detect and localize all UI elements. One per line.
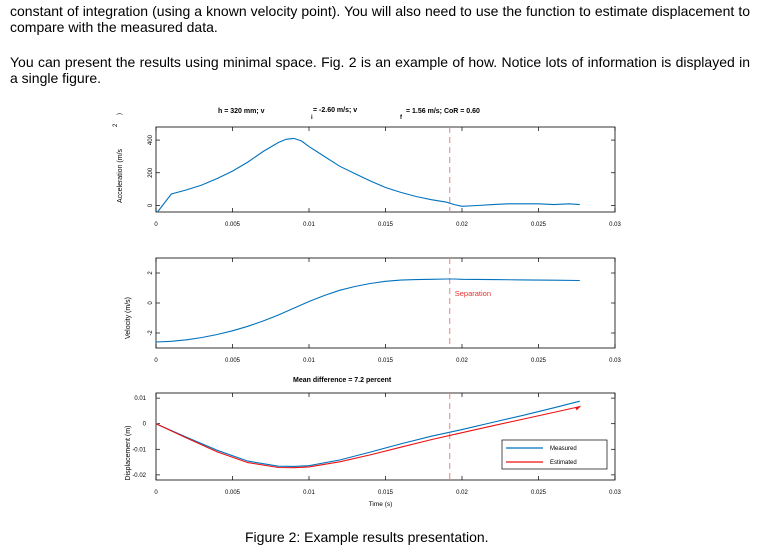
axes-group: 0 0.005 0.01 0.015 0.02 0.025 0.030200400Accel… — [117, 126, 621, 508]
x-tick-label: 0.01 — [303, 222, 315, 228]
x-axis-label: Time (s) — [369, 501, 393, 508]
x-tick-label: 0.01 — [303, 358, 315, 364]
x-tick-label: 0.03 — [609, 490, 621, 496]
x-tick-label: 0.015 — [378, 222, 394, 228]
x-tick-label: 0.025 — [531, 358, 547, 364]
y-tick-label: -2 — [148, 330, 154, 336]
x-tick-label: 0.02 — [456, 490, 468, 496]
x-tick-label: 0.025 — [531, 490, 547, 496]
x-tick-label: 0.02 — [456, 358, 468, 364]
x-tick-label: 0.005 — [225, 358, 241, 364]
x-tick-label: 0.005 — [225, 222, 241, 228]
header-vf: = 1.56 m/s; CoR = 0.60 — [406, 108, 480, 115]
x-tick-label: 0.015 — [378, 358, 394, 364]
y-tick-label: 2 — [148, 271, 154, 275]
x-tick-label: 0.025 — [531, 222, 547, 228]
x-tick-label: 0 — [154, 222, 158, 228]
y-tick-label: -0.01 — [132, 447, 146, 453]
y-tick-label: 0 — [143, 422, 147, 428]
x-tick-label: 0.01 — [303, 490, 315, 496]
mean-difference: Mean difference = 7.2 percent — [293, 377, 392, 384]
y-tick-label: 0 — [148, 301, 154, 305]
paragraph-presentation: You can present the results using minima… — [10, 54, 750, 86]
figure-header: h = 320 mm; v = -2.60 m/s; v i = 1.56 m/… — [218, 107, 480, 121]
x-tick-label: 0.005 — [225, 490, 241, 496]
x-tick-label: 0 — [154, 358, 158, 364]
header-h: h = 320 mm; v — [218, 108, 265, 115]
separation-label: Separation — [455, 289, 491, 298]
x-tick-label: 0.02 — [456, 222, 468, 228]
y-tick-label: 0.01 — [134, 396, 146, 402]
x-tick-label: 0.015 — [378, 490, 394, 496]
paragraph-integration: constant of integration (using a known v… — [10, 3, 750, 35]
series-line-measured — [155, 278, 580, 343]
series-line-measured — [155, 400, 580, 467]
figure-caption: Figure 2: Example results presentation. — [245, 529, 489, 545]
x-tick-label: 0 — [154, 490, 158, 496]
x-tick-label: 0.03 — [609, 222, 621, 228]
legend-label-measured: Measured — [550, 446, 577, 452]
y-axis-label: Velocity (m/s) — [125, 297, 132, 339]
header-vi-sub: i — [311, 115, 313, 121]
legend-label-estimated: Estimated — [550, 460, 577, 466]
plot-frame-2 — [155, 257, 616, 349]
series-line-measured — [157, 137, 580, 213]
y-tick-label: 200 — [148, 167, 154, 178]
y-tick-label: 400 — [148, 134, 154, 145]
top-unit-paren: ) — [117, 113, 123, 115]
x-tick-label: 0.03 — [609, 358, 621, 364]
y-tick-label: -0.02 — [132, 473, 146, 479]
plot-frame-1 — [155, 126, 616, 213]
header-vi: = -2.60 m/s; v — [313, 107, 357, 114]
series-line-estimated — [155, 406, 580, 469]
legend: Measured Estimated — [501, 439, 608, 470]
y-tick-label: 0 — [148, 203, 154, 207]
y-axis-label: Displacement (m) — [125, 426, 132, 481]
estimated-end-marker — [575, 405, 582, 411]
y-axis-label: Acceleration (m/s — [117, 148, 124, 203]
header-vf-sub: f — [400, 115, 403, 121]
legend-box — [501, 439, 608, 470]
top-unit-fragment: 2 — [113, 123, 119, 127]
